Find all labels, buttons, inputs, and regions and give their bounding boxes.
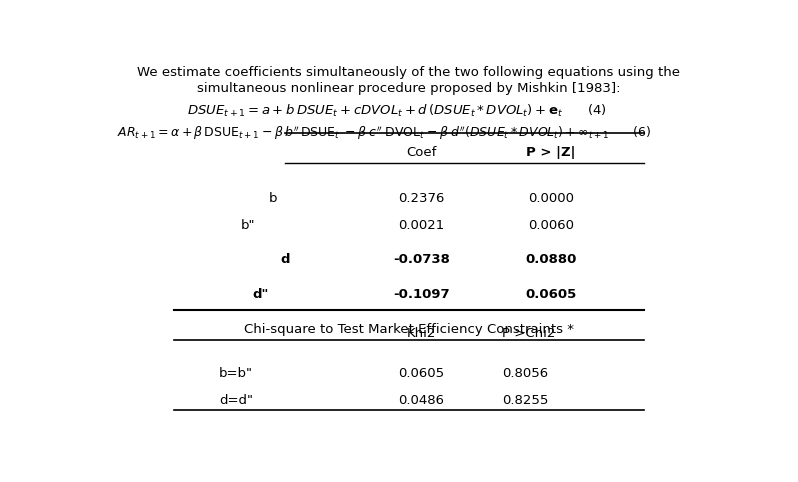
Text: 0.0060: 0.0060 xyxy=(528,219,575,232)
Text: d: d xyxy=(281,254,290,267)
Text: 0.8255: 0.8255 xyxy=(502,394,548,407)
Text: 0.2376: 0.2376 xyxy=(398,192,444,205)
Text: 0.8056: 0.8056 xyxy=(502,367,548,380)
Text: Khi2: Khi2 xyxy=(407,327,436,340)
Text: $\mathit{AR}_{t+1} = \alpha + \beta\,\mathrm{DSUE}_{t+1} - \beta\,b''\,\mathrm{D: $\mathit{AR}_{t+1} = \alpha + \beta\,\ma… xyxy=(117,124,651,142)
Text: P > |Z|: P > |Z| xyxy=(527,146,576,159)
Text: simultaneous nonlinear procedure proposed by Mishkin [1983]:: simultaneous nonlinear procedure propose… xyxy=(197,82,621,95)
Text: 0.0605: 0.0605 xyxy=(526,288,577,301)
Text: Coef: Coef xyxy=(406,146,437,159)
Text: d": d" xyxy=(252,288,269,301)
Text: b=b": b=b" xyxy=(219,367,253,380)
Text: -0.0738: -0.0738 xyxy=(393,254,450,267)
Text: 0.0486: 0.0486 xyxy=(398,394,444,407)
Text: P >Chi2: P >Chi2 xyxy=(502,327,555,340)
Text: b": b" xyxy=(241,219,255,232)
Text: d=d": d=d" xyxy=(219,394,253,407)
Text: 0.0605: 0.0605 xyxy=(398,367,444,380)
Text: Chi-square to Test Market Efficiency Constraints *: Chi-square to Test Market Efficiency Con… xyxy=(244,323,574,336)
Text: $\mathit{DSUE}_{t+1} = a + b\,\mathit{DSUE}_t + c\mathit{DVOL}_t + d\,(\mathit{D: $\mathit{DSUE}_{t+1} = a + b\,\mathit{DS… xyxy=(187,103,606,119)
Text: We estimate coefficients simultaneously of the two following equations using the: We estimate coefficients simultaneously … xyxy=(137,66,681,79)
Text: -0.1097: -0.1097 xyxy=(393,288,449,301)
Text: 0.0021: 0.0021 xyxy=(398,219,444,232)
Text: 0.0000: 0.0000 xyxy=(528,192,575,205)
Text: 0.0880: 0.0880 xyxy=(526,254,577,267)
Text: b: b xyxy=(269,192,277,205)
